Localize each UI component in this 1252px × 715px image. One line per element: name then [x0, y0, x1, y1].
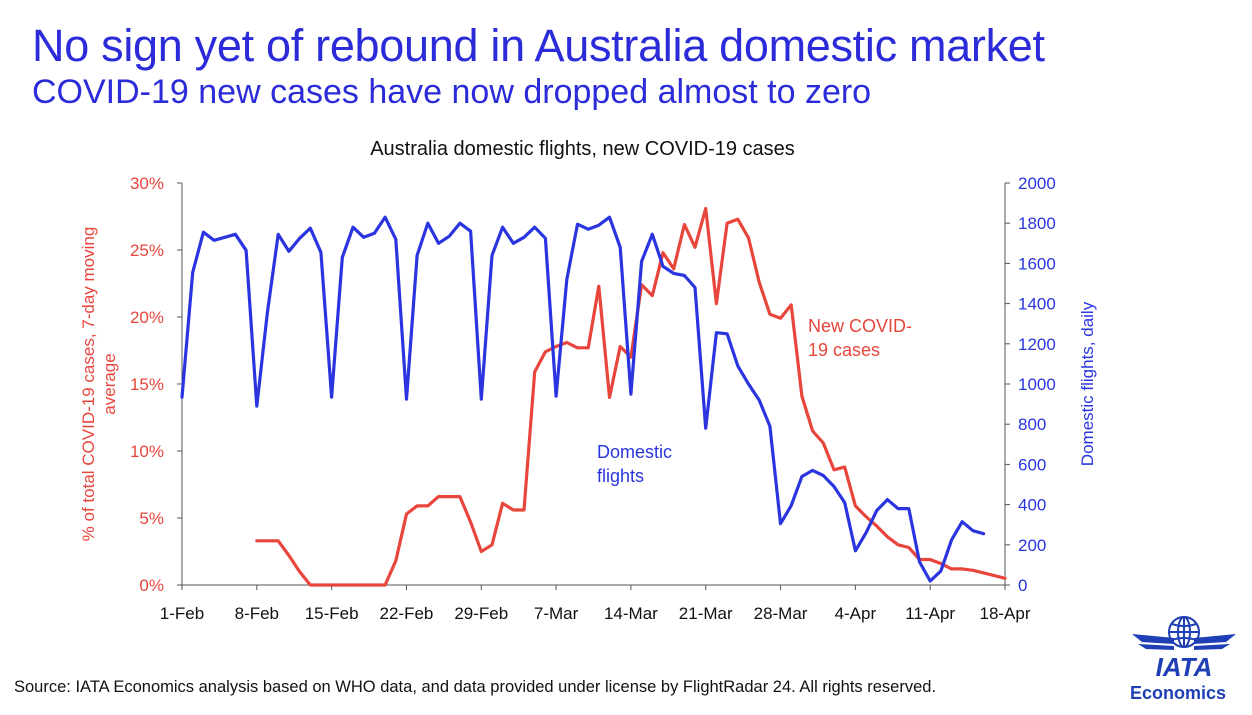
- left-axis-title: % of total COVID-19 cases, 7-day moving a…: [79, 227, 119, 542]
- cases-annotation-line: New COVID-: [808, 316, 912, 336]
- right-tick-label: 1200: [1018, 335, 1056, 354]
- x-tick-label: 28-Mar: [754, 604, 808, 623]
- x-tick-label: 8-Feb: [235, 604, 279, 623]
- globe-icon: [1168, 616, 1200, 648]
- left-tick-label: 20%: [130, 308, 164, 327]
- x-tick-label: 14-Mar: [604, 604, 658, 623]
- right-tick-label: 600: [1018, 455, 1046, 474]
- right-tick-label: 1000: [1018, 375, 1056, 394]
- left-tick-label: 0%: [139, 576, 164, 595]
- right-tick-label: 2000: [1018, 174, 1056, 193]
- flights-annotation-line: Domestic: [597, 442, 672, 462]
- right-axis-title: Domestic flights, daily: [1078, 301, 1097, 466]
- x-tick-label: 4-Apr: [835, 604, 877, 623]
- left-wing-icon: [1132, 634, 1174, 650]
- left-tick-label: 5%: [139, 509, 164, 528]
- left-tick-label: 30%: [130, 174, 164, 193]
- right-wing-icon: [1194, 634, 1236, 650]
- page-subtitle: COVID-19 new cases have now dropped almo…: [32, 73, 872, 111]
- x-tick-label: 7-Mar: [534, 604, 579, 623]
- logo-subtext: Economics: [1130, 683, 1227, 703]
- page-title: No sign yet of rebound in Australia dome…: [32, 20, 1045, 71]
- right-tick-label: 1600: [1018, 254, 1056, 273]
- cases-annotation-line: 19 cases: [808, 340, 880, 360]
- logo-text: IATA: [1156, 652, 1213, 682]
- cases-series-line: [255, 206, 1007, 587]
- left-tick-label: 10%: [130, 442, 164, 461]
- right-tick-label: 1800: [1018, 214, 1056, 233]
- right-tick-label: 0: [1018, 576, 1027, 595]
- left-tick-label: 15%: [130, 375, 164, 394]
- iata-logo: IATA: [1132, 616, 1236, 682]
- chart-title: Australia domestic flights, new COVID-19…: [370, 138, 795, 160]
- right-tick-label: 400: [1018, 496, 1046, 515]
- x-tick-label: 29-Feb: [454, 604, 508, 623]
- x-tick-label: 15-Feb: [305, 604, 359, 623]
- right-tick-label: 1400: [1018, 295, 1056, 314]
- source-note: Source: IATA Economics analysis based on…: [14, 678, 937, 696]
- x-tick-label: 1-Feb: [160, 604, 204, 623]
- x-tick-label: 11-Apr: [905, 604, 955, 623]
- x-tick-label: 22-Feb: [380, 604, 434, 623]
- x-tick-label: 21-Mar: [679, 604, 733, 623]
- left-tick-label: 25%: [130, 241, 164, 260]
- right-tick-label: 200: [1018, 536, 1046, 555]
- flights-annotation-line: flights: [597, 466, 644, 486]
- x-tick-label: 18-Apr: [979, 604, 1030, 623]
- right-tick-label: 800: [1018, 415, 1046, 434]
- flights-series-line: [180, 215, 986, 583]
